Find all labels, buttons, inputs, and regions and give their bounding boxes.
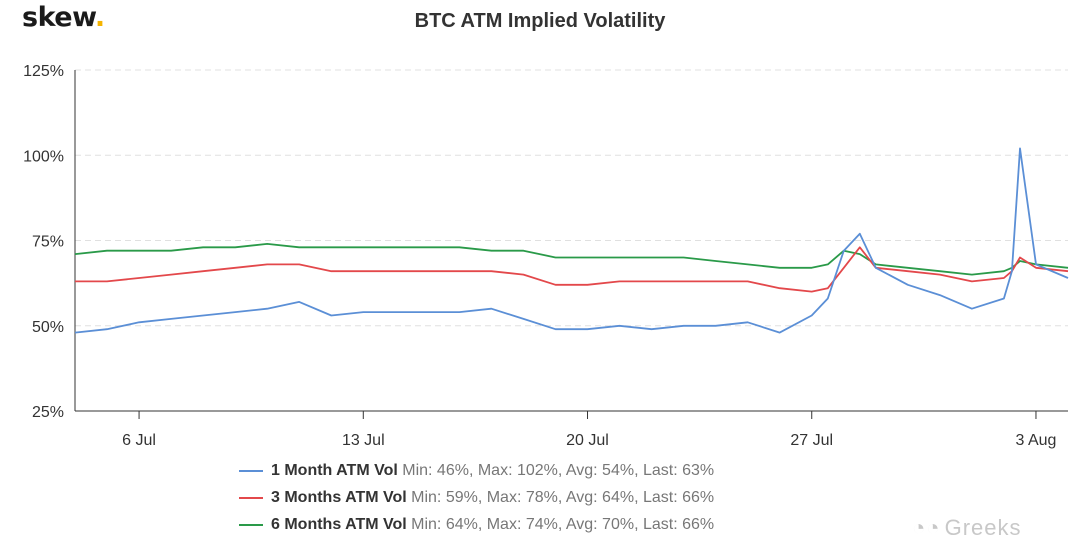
x-tick-label: 13 Jul [342,432,385,449]
skew-logo: skew. [22,2,105,33]
series-line-3-months [75,246,1069,293]
wechat-icon: ◔◔ [912,515,941,540]
legend-item-1-month[interactable]: 1 Month ATM Vol Min: 46%, Max: 102%, Avg… [239,461,714,481]
x-tick-label: 27 Jul [790,432,833,449]
legend-stats-3-months: Min: 59%, Max: 78%, Avg: 64%, Last: 66% [411,489,715,506]
legend-swatch-1-month [239,469,263,472]
legend-name-6-months: 6 Months ATM Vol [271,516,407,533]
legend-item-3-months[interactable]: 3 Months ATM Vol Min: 59%, Max: 78%, Avg… [239,488,714,508]
watermark-text: Greeks [944,515,1022,540]
x-axis-ticks: 6 Jul 13 Jul 20 Jul 27 Jul 3 Aug [122,411,1056,449]
legend-name-1-month: 1 Month ATM Vol [271,462,398,479]
x-tick-label: 20 Jul [566,432,609,449]
y-tick-label: 125% [23,63,64,80]
legend-swatch-3-months [239,496,263,499]
y-axis-ticks: 25% 50% 75% 100% 125% [23,63,64,421]
logo-text: skew [22,2,95,33]
logo-dot: . [94,2,105,33]
axes [74,70,1068,412]
x-tick-label: 6 Jul [122,432,156,449]
y-tick-label: 100% [23,148,64,165]
y-tick-label: 75% [32,234,64,251]
grid-lines [75,69,1068,327]
legend-item-6-months[interactable]: 6 Months ATM Vol Min: 64%, Max: 74%, Avg… [239,515,714,535]
legend-stats-6-months: Min: 64%, Max: 74%, Avg: 70%, Last: 66% [411,516,715,533]
y-tick-label: 50% [32,319,64,336]
watermark: ◔◔ Greeks [912,515,1022,541]
y-tick-label: 25% [32,404,64,421]
legend-name-3-months: 3 Months ATM Vol [271,489,407,506]
chart-title: BTC ATM Implied Volatility [414,10,666,32]
series-lines [74,147,1069,334]
x-tick-label: 3 Aug [1015,432,1056,449]
series-line-1-month [74,147,1069,334]
series-line-6-months [74,242,1069,276]
legend-stats-1-month: Min: 46%, Max: 102%, Avg: 54%, Last: 63% [402,462,715,479]
legend-swatch-6-months [239,523,263,526]
